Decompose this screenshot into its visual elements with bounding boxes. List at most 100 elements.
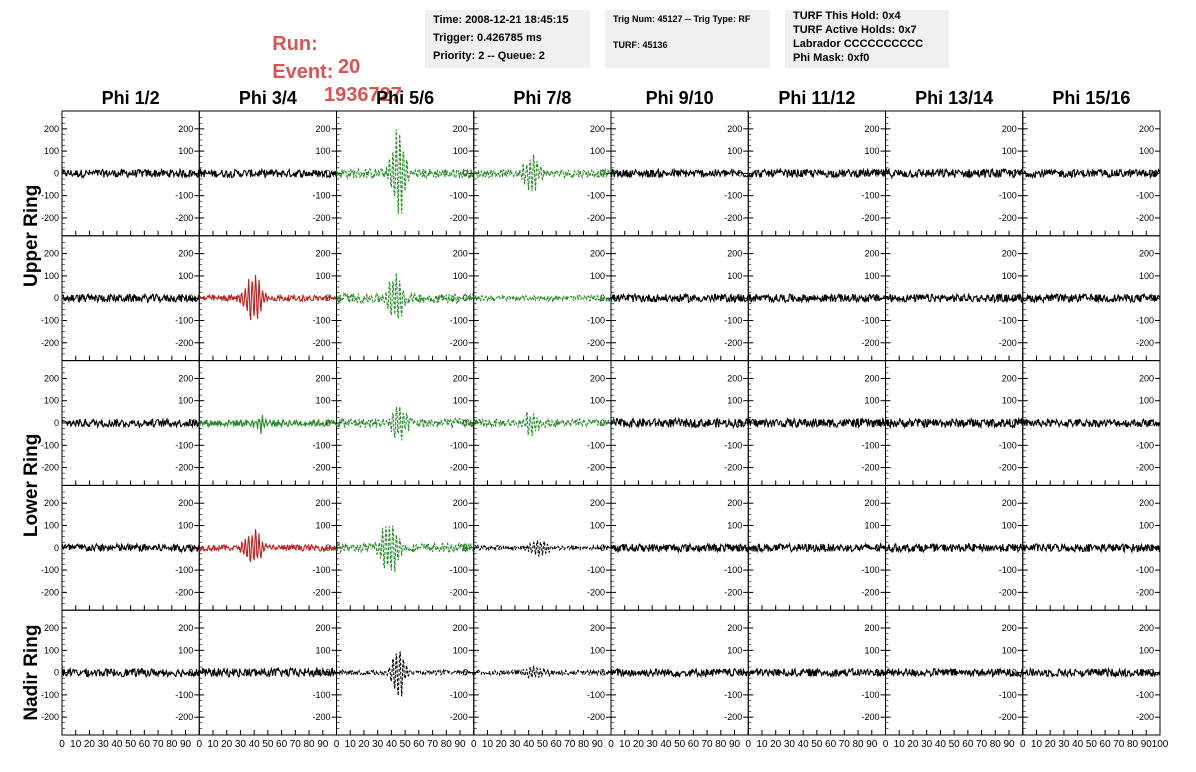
y-tick-label: 200 bbox=[727, 124, 742, 134]
y-tick-label: 100 bbox=[44, 521, 59, 531]
x-tick-label: 60 bbox=[139, 739, 151, 750]
x-tick-label: 10 bbox=[756, 739, 768, 750]
y-tick-label: -100 bbox=[175, 315, 193, 325]
y-tick-label: 200 bbox=[453, 124, 468, 134]
x-tick-label: 20 bbox=[358, 739, 370, 750]
waveform-line bbox=[473, 154, 612, 192]
y-tick-label: 100 bbox=[590, 645, 605, 655]
waveform-line bbox=[748, 167, 887, 180]
y-tick-label: -200 bbox=[312, 338, 330, 348]
y-tick-label: -100 bbox=[312, 565, 330, 575]
y-tick-label: 200 bbox=[315, 124, 330, 134]
x-tick-label: 30 bbox=[784, 739, 796, 750]
y-tick-label: 200 bbox=[315, 498, 330, 508]
y-tick-label: 200 bbox=[590, 623, 605, 633]
y-tick-label: -100 bbox=[999, 565, 1017, 575]
waveform-line bbox=[748, 667, 887, 679]
y-tick-label: 0 bbox=[54, 668, 59, 678]
run-label: Run: bbox=[272, 33, 318, 55]
x-tick-label: 70 bbox=[702, 739, 714, 750]
x-tick-label: 10 bbox=[482, 739, 494, 750]
y-tick-label: 200 bbox=[727, 623, 742, 633]
y-tick-label: 100 bbox=[1139, 271, 1154, 281]
y-tick-label: 200 bbox=[453, 623, 468, 633]
x-tick-label: 90 bbox=[866, 739, 878, 750]
y-tick-label: 100 bbox=[1139, 146, 1154, 156]
waveform-line bbox=[336, 273, 475, 319]
y-tick-label: 100 bbox=[453, 271, 468, 281]
y-tick-label: 200 bbox=[1002, 373, 1017, 383]
y-tick-label: -200 bbox=[175, 463, 193, 473]
waveform-line bbox=[884, 542, 1024, 554]
row-group-label: Nadir Ring bbox=[21, 625, 42, 721]
info-line: Trigger: 0.426785 ms bbox=[433, 32, 542, 44]
y-tick-label: 100 bbox=[44, 396, 59, 406]
y-tick-label: 0 bbox=[54, 543, 59, 553]
y-tick-label: -200 bbox=[175, 338, 193, 348]
y-tick-label: 100 bbox=[727, 396, 742, 406]
y-tick-label: 100 bbox=[315, 521, 330, 531]
y-tick-label: 0 bbox=[463, 668, 468, 678]
y-tick-label: 200 bbox=[178, 124, 193, 134]
y-tick-label: 200 bbox=[1139, 249, 1154, 259]
y-tick-label: 100 bbox=[864, 396, 879, 406]
y-tick-label: -100 bbox=[450, 315, 468, 325]
y-tick-label: -200 bbox=[450, 712, 468, 722]
y-tick-label: -200 bbox=[1136, 587, 1154, 597]
y-tick-label: 0 bbox=[54, 168, 59, 178]
x-tick-label: 40 bbox=[1072, 739, 1084, 750]
waveform-line bbox=[61, 666, 200, 679]
column-title: Phi 9/10 bbox=[646, 88, 714, 108]
waveform-line bbox=[747, 416, 887, 430]
x-tick-label: 90 bbox=[592, 739, 604, 750]
info-line: Labrador CCCCCCCCCC bbox=[793, 38, 924, 50]
waveform-line bbox=[610, 167, 749, 179]
event-label: Event: bbox=[272, 61, 334, 83]
waveform-line bbox=[473, 293, 612, 304]
y-tick-label: 200 bbox=[1002, 623, 1017, 633]
y-tick-label: 100 bbox=[590, 396, 605, 406]
y-tick-label: -100 bbox=[724, 315, 742, 325]
x-tick-label: 30 bbox=[1058, 739, 1070, 750]
info-line: Time: 2008-12-21 18:45:15 bbox=[433, 14, 569, 26]
x-tick-label: 30 bbox=[509, 739, 521, 750]
y-tick-label: 200 bbox=[590, 249, 605, 259]
y-tick-label: -200 bbox=[41, 712, 59, 722]
x-tick-label: 20 bbox=[84, 739, 96, 750]
x-tick-label: 90 bbox=[1141, 739, 1153, 750]
y-tick-label: -200 bbox=[724, 587, 742, 597]
y-tick-label: -200 bbox=[175, 587, 193, 597]
y-tick-label: 200 bbox=[1139, 498, 1154, 508]
x-tick-label: 0 bbox=[471, 739, 477, 750]
y-tick-label: -100 bbox=[861, 690, 879, 700]
column-title: Phi 5/6 bbox=[376, 88, 434, 108]
y-tick-label: -200 bbox=[861, 463, 879, 473]
waveform-line bbox=[473, 665, 612, 680]
x-tick-label: 40 bbox=[798, 739, 810, 750]
y-tick-label: -200 bbox=[41, 213, 59, 223]
y-tick-label: 200 bbox=[864, 249, 879, 259]
y-tick-label: 100 bbox=[178, 271, 193, 281]
y-tick-label: 100 bbox=[44, 146, 59, 156]
x-tick-label: 30 bbox=[98, 739, 110, 750]
y-tick-label: 100 bbox=[1002, 521, 1017, 531]
y-tick-label: -100 bbox=[587, 565, 605, 575]
y-tick-label: 100 bbox=[178, 146, 193, 156]
y-tick-label: -100 bbox=[587, 191, 605, 201]
column-title: Phi 1/2 bbox=[102, 88, 160, 108]
x-tick-label: 20 bbox=[1045, 739, 1057, 750]
x-tick-label: 40 bbox=[249, 739, 261, 750]
event-line: Event: 1936727 bbox=[250, 38, 402, 130]
x-tick-label: 70 bbox=[427, 739, 439, 750]
y-tick-label: 200 bbox=[864, 124, 879, 134]
x-tick-label: 50 bbox=[949, 739, 961, 750]
x-tick-label: 80 bbox=[990, 739, 1002, 750]
y-tick-label: -100 bbox=[312, 191, 330, 201]
run-event-label: Run: 20 Event: 1936727 bbox=[250, 8, 420, 106]
y-tick-label: 100 bbox=[864, 521, 879, 531]
waveform-line bbox=[198, 167, 338, 179]
x-tick-label: 60 bbox=[688, 739, 700, 750]
y-tick-label: -200 bbox=[861, 712, 879, 722]
waveform-line bbox=[1022, 542, 1161, 554]
row-group-label: Upper Ring bbox=[21, 185, 42, 287]
